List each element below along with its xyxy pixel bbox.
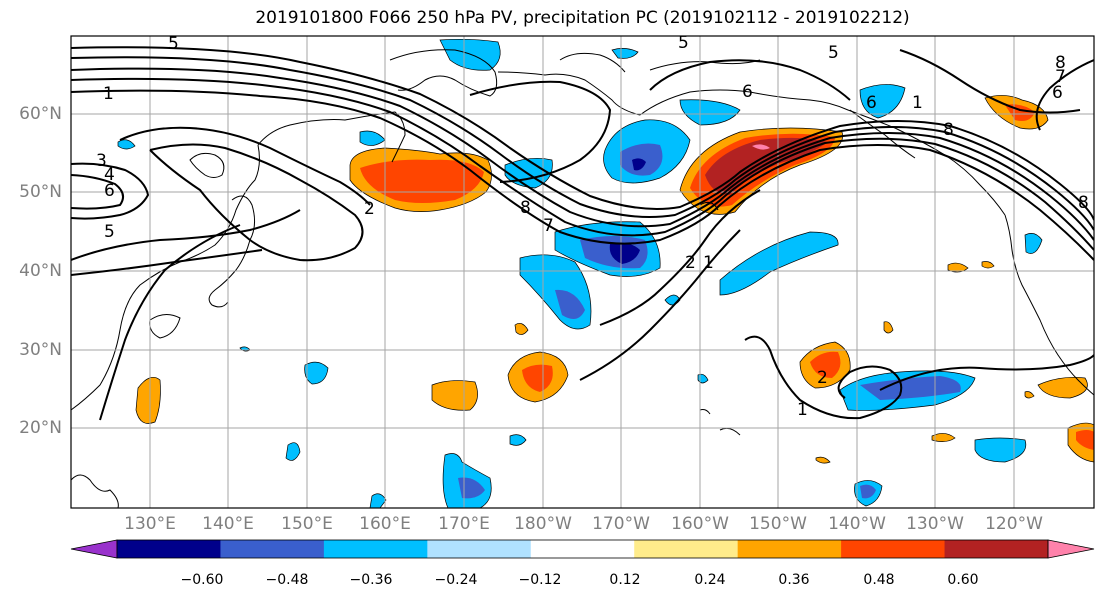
lon-label: 130°W <box>906 514 964 534</box>
colorbar-arrow-high <box>1047 539 1095 559</box>
colorbar-swatch <box>323 540 428 558</box>
contour-label: 7 <box>1055 67 1066 87</box>
contour-label: 7 <box>543 216 554 236</box>
lat-label: 20°N <box>19 418 62 438</box>
lon-label: 150°E <box>281 514 333 534</box>
lon-label: 120°W <box>985 514 1043 534</box>
contour-label: 6 <box>742 82 753 102</box>
lon-label: 170°W <box>592 514 650 534</box>
colorbar-tick-label: −0.24 <box>434 572 478 588</box>
lon-label: 180°W <box>514 514 572 534</box>
contour-label: 8 <box>520 198 531 218</box>
colorbar-swatch <box>944 540 1049 558</box>
lon-label: 170°E <box>438 514 490 534</box>
colorbar-tick-label: −0.48 <box>265 572 309 588</box>
contour-label: 1 <box>912 93 923 113</box>
lat-label: 40°N <box>19 261 62 281</box>
colorbar-tick-label: 0.12 <box>609 572 641 588</box>
colorbar-tick-label: −0.12 <box>518 572 562 588</box>
contour-labels: 5 5 5 1 3 4 6 5 2 8 7 6 8 6 1 8 7 6 2 1 … <box>96 33 1089 420</box>
colorbar-tick-label: 0.36 <box>778 572 810 588</box>
contour-label: 3 <box>96 151 107 171</box>
colorbar-tick-label: 0.60 <box>947 572 979 588</box>
contour-label: 5 <box>828 43 839 63</box>
colorbar-tick-label: 0.24 <box>694 572 726 588</box>
colorbar-swatch <box>530 540 635 558</box>
lat-label: 50°N <box>19 182 62 202</box>
colorbar-border <box>116 539 1049 559</box>
contour-label: 2 <box>364 199 375 219</box>
colorbar-swatch <box>634 540 739 558</box>
colorbar-swatch <box>427 540 532 558</box>
contour-label: 2 <box>817 368 828 388</box>
colorbar-swatches <box>117 540 1049 558</box>
lon-label: 160°E <box>359 514 411 534</box>
colorbar-swatch <box>841 540 946 558</box>
contour-label: 5 <box>168 34 179 54</box>
contour-label: 6 <box>866 93 877 113</box>
contour-label: 6 <box>1052 83 1063 103</box>
map-title: 2019101800 F066 250 hPa PV, precipitatio… <box>255 8 910 28</box>
contour-label: 8 <box>1078 193 1089 213</box>
contour-label: 6 <box>104 181 115 201</box>
contour-label: 5 <box>678 33 689 53</box>
lon-label: 140°W <box>828 514 886 534</box>
lat-label: 60°N <box>19 104 62 124</box>
lon-label: 130°E <box>124 514 176 534</box>
colorbar <box>70 539 1095 559</box>
lat-label: 30°N <box>19 340 62 360</box>
colorbar-tick-label: −0.60 <box>180 572 224 588</box>
colorbar-swatch <box>117 540 221 558</box>
lon-label: 150°W <box>749 514 807 534</box>
contour-label: 4 <box>104 165 115 185</box>
colorbar-swatch <box>220 540 325 558</box>
contour-label: 1 <box>797 400 808 420</box>
colorbar-tick-label: 0.48 <box>863 572 895 588</box>
contour-label: 1 <box>103 84 114 104</box>
contour-label: 1 <box>703 253 714 273</box>
map-frame <box>70 35 1095 509</box>
colorbar-swatch <box>737 540 842 558</box>
lon-label: 160°W <box>671 514 729 534</box>
pv-contours <box>71 46 1094 421</box>
colorbar-arrow-low <box>70 539 118 559</box>
map-background <box>71 36 1094 508</box>
contour-label: 5 <box>104 222 115 242</box>
contour-label: 8 <box>1055 53 1066 73</box>
contour-label: 8 <box>943 120 954 140</box>
colorbar-tick-label: −0.36 <box>349 572 393 588</box>
contour-label: 2 <box>685 253 696 273</box>
lon-label: 140°E <box>202 514 254 534</box>
